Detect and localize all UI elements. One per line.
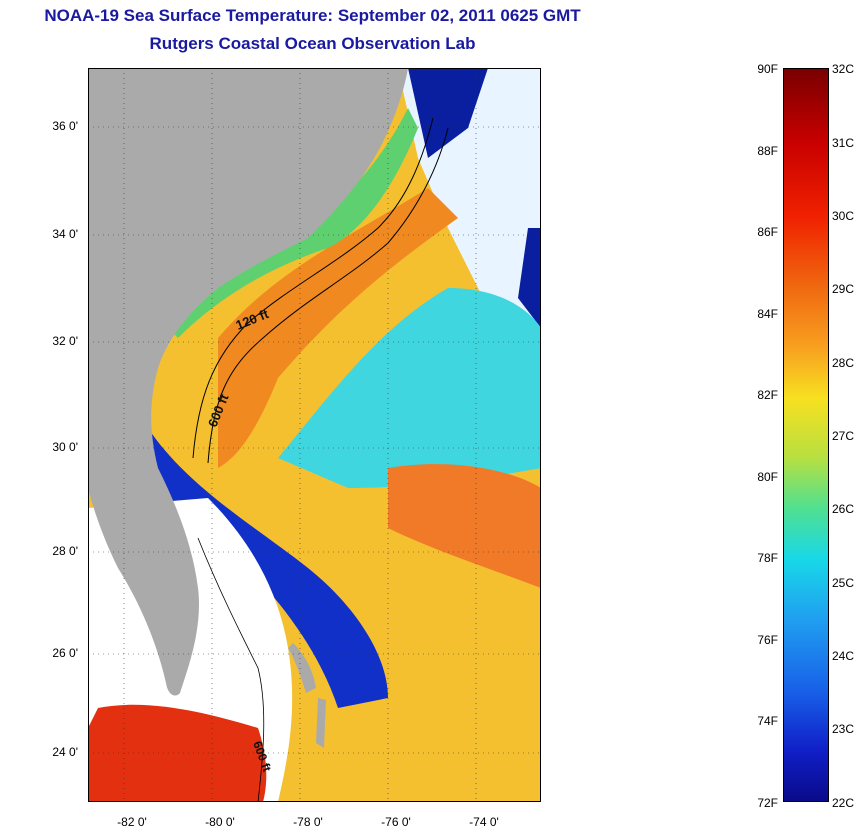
cold-band-south bbox=[143, 428, 388, 708]
lon-tick-label: -76 0' bbox=[381, 815, 411, 829]
contour-600ft bbox=[207, 127, 449, 464]
temperature-colorbar bbox=[783, 68, 829, 802]
cold-water-east bbox=[518, 228, 541, 328]
colorbar-c-label: 27C bbox=[832, 429, 855, 443]
land-bahamas bbox=[288, 643, 316, 693]
lon-tick-label: -80 0' bbox=[205, 815, 235, 829]
shelf-water bbox=[168, 108, 418, 338]
warm-keys-region bbox=[88, 704, 267, 802]
map-subtitle: Rutgers Coastal Ocean Observation Lab bbox=[149, 34, 476, 53]
colorbar-f-label: 88F bbox=[757, 144, 778, 158]
colorbar-c-label: 22C bbox=[832, 796, 855, 810]
colorbar-c-label: 26C bbox=[832, 502, 855, 516]
colorbar-c-label: 25C bbox=[832, 576, 855, 590]
colorbar-f-label: 84F bbox=[757, 307, 778, 321]
map-border bbox=[88, 68, 541, 802]
grid-lines bbox=[88, 68, 541, 802]
lat-tick-label: 32 0' bbox=[52, 334, 78, 348]
colorbar-f-label: 86F bbox=[757, 225, 778, 239]
lon-tick-label: -78 0' bbox=[293, 815, 323, 829]
colorbar-f-label: 72F bbox=[757, 796, 778, 810]
colorbar-f-label: 90F bbox=[757, 62, 778, 76]
lat-tick-label: 36 0' bbox=[52, 119, 78, 133]
colorbar-c-label: 30C bbox=[832, 209, 855, 223]
colorbar-c-label: 29C bbox=[832, 282, 855, 296]
land-andros bbox=[316, 698, 326, 748]
colorbar-c-label: 31C bbox=[832, 136, 855, 150]
colorbar-c-label: 24C bbox=[832, 649, 855, 663]
colorbar-f-label: 78F bbox=[757, 551, 778, 565]
lon-tick-label: -74 0' bbox=[469, 815, 499, 829]
lat-tick-label: 26 0' bbox=[52, 646, 78, 660]
cool-water-core bbox=[278, 288, 541, 488]
contour-120ft bbox=[192, 117, 434, 459]
colorbar-f-label: 74F bbox=[757, 714, 778, 728]
map-title: NOAA-19 Sea Surface Temperature: Septemb… bbox=[44, 6, 581, 25]
gulf-stream-warm bbox=[218, 188, 458, 468]
colorbar-f-label: 76F bbox=[757, 633, 778, 647]
lat-tick-label: 28 0' bbox=[52, 544, 78, 558]
sst-map: 120 ft 600 ft 600 ft bbox=[88, 68, 541, 802]
colorbar-c-label: 28C bbox=[832, 356, 855, 370]
land-us-coast bbox=[88, 68, 408, 696]
colorbar-f-label: 80F bbox=[757, 470, 778, 484]
colorbar-f-label: 82F bbox=[757, 388, 778, 402]
contour-straits bbox=[197, 537, 265, 802]
lat-tick-label: 34 0' bbox=[52, 227, 78, 241]
lat-tick-label: 30 0' bbox=[52, 440, 78, 454]
colorbar-c-label: 32C bbox=[832, 62, 855, 76]
lon-tick-label: -82 0' bbox=[117, 815, 147, 829]
colorbar-c-label: 23C bbox=[832, 722, 855, 736]
lat-tick-label: 24 0' bbox=[52, 745, 78, 759]
warm-eddy bbox=[388, 464, 541, 588]
